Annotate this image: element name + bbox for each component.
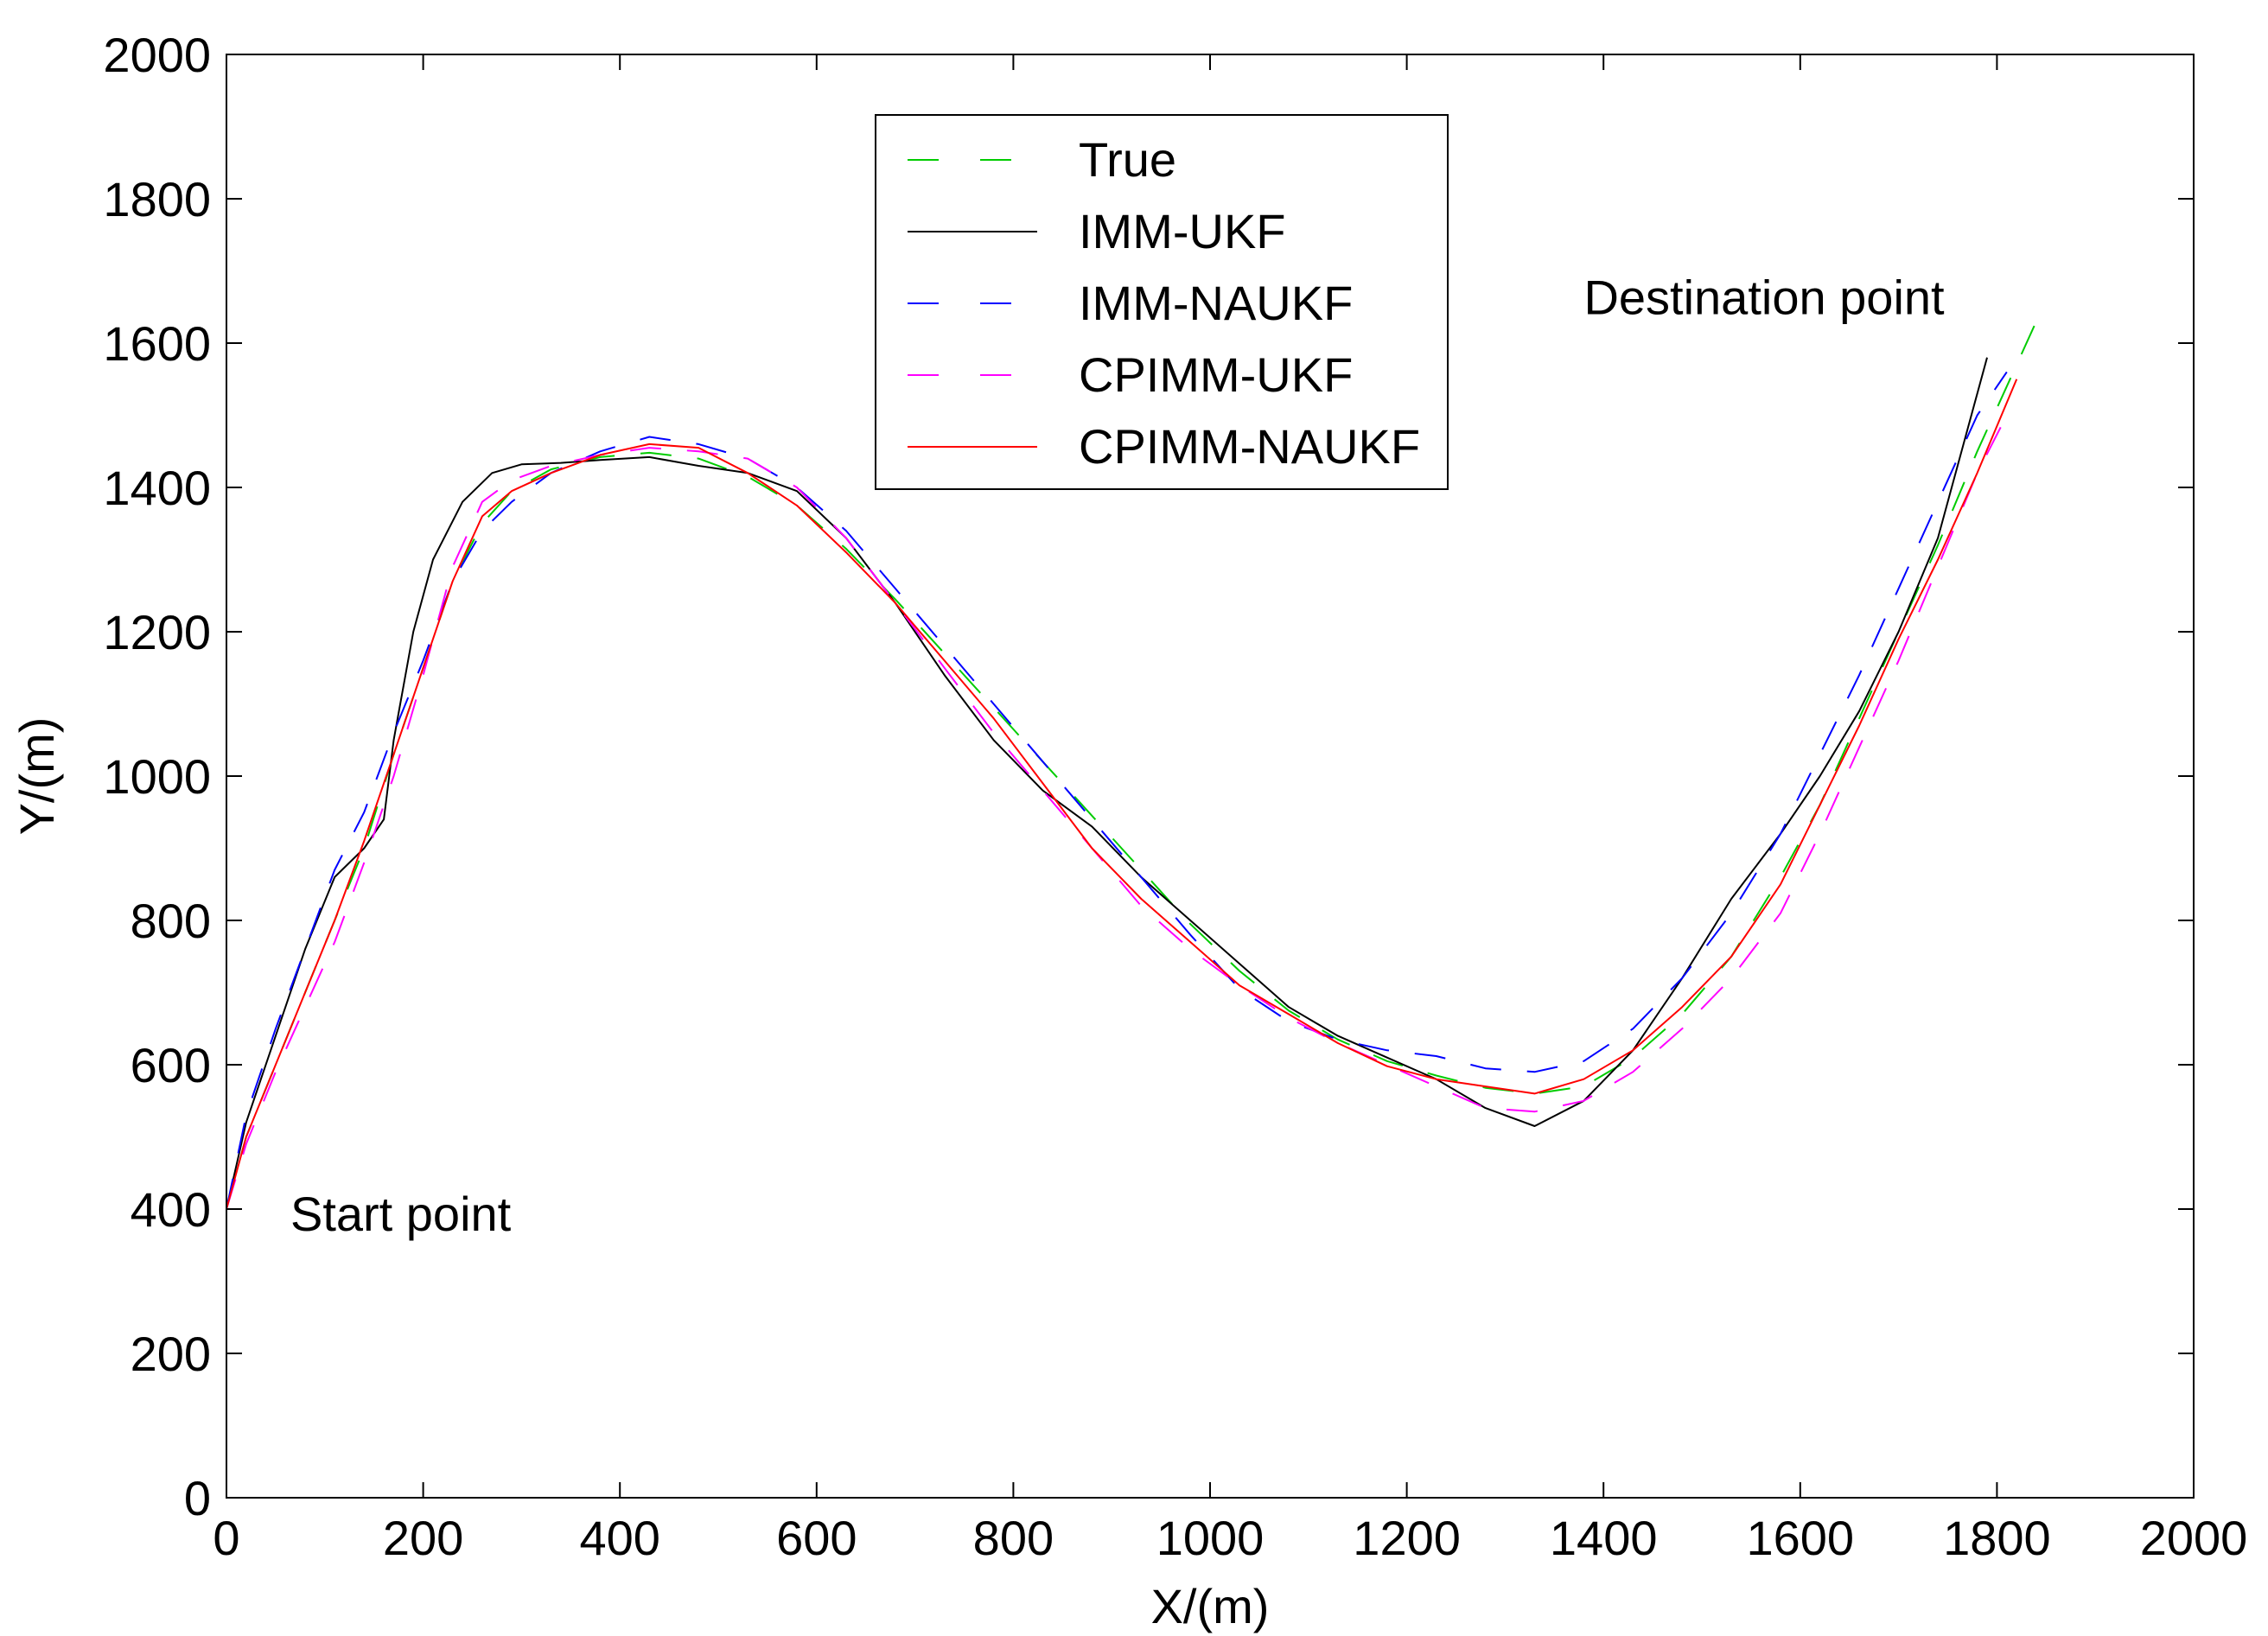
series-layer	[226, 321, 2037, 1210]
y-axis-ticks: 0 200 400 600 800 1000 1200 1400 1600 1800 2000	[103, 28, 2194, 1525]
legend-entry-cpimm-ukf: CPIMM-UKF	[908, 347, 1353, 402]
y-tick-label: 1800	[103, 172, 211, 226]
legend-label-cpimm-ukf: CPIMM-UKF	[1079, 347, 1353, 402]
annotations: Start point Destination point	[290, 271, 1945, 1241]
legend-label-true: True	[1079, 132, 1176, 187]
legend-box	[875, 114, 1449, 490]
x-tick-label: 600	[776, 1511, 857, 1565]
legend-entry-true: True	[908, 132, 1176, 187]
y-tick-label: 1200	[103, 605, 211, 659]
y-tick-label: 1400	[103, 461, 211, 515]
x-tick-label: 1600	[1747, 1511, 1855, 1565]
y-tick-label: 200	[131, 1327, 211, 1381]
y-tick-label: 600	[131, 1038, 211, 1092]
annotation-destination-point: Destination point	[1583, 271, 1945, 325]
x-tick-label: 200	[383, 1511, 463, 1565]
x-tick-label: 1400	[1550, 1511, 1658, 1565]
legend-entry-imm-ukf: IMM-UKF	[908, 204, 1286, 258]
y-axis-label: Y/(m)	[10, 717, 64, 836]
series-line-imm-ukf	[226, 357, 1988, 1210]
annotation-start-point: Start point	[290, 1187, 512, 1241]
x-tick-label: 1800	[1943, 1511, 2051, 1565]
legend-label-imm-naukf: IMM-NAUKF	[1079, 276, 1353, 330]
legend-entry-imm-naukf: IMM-NAUKF	[908, 276, 1353, 330]
y-tick-label: 800	[131, 894, 211, 948]
x-tick-label: 0	[213, 1511, 239, 1565]
y-tick-label: 0	[184, 1471, 211, 1525]
y-tick-label: 1600	[103, 316, 211, 371]
y-tick-label: 1000	[103, 749, 211, 804]
legend: True IMM-UKF IMM-NAUKF CPIMM-UKF CPIMM-N…	[875, 114, 1449, 490]
x-tick-label: 800	[973, 1511, 1054, 1565]
series-line-imm-naukf	[226, 371, 2008, 1210]
y-tick-label: 2000	[103, 28, 211, 82]
x-tick-label: 2000	[2140, 1511, 2248, 1565]
legend-label-imm-ukf: IMM-UKF	[1079, 204, 1286, 258]
x-tick-label: 1000	[1156, 1511, 1265, 1565]
x-tick-label: 400	[579, 1511, 659, 1565]
x-axis-label: X/(m)	[1151, 1579, 1270, 1633]
legend-entry-cpimm-naukf: CPIMM-NAUKF	[908, 419, 1420, 474]
x-tick-label: 1200	[1353, 1511, 1461, 1565]
legend-label-cpimm-naukf: CPIMM-NAUKF	[1079, 419, 1420, 474]
y-tick-label: 400	[131, 1182, 211, 1237]
series-line-cpimm-naukf	[226, 379, 2018, 1210]
x-axis-ticks: 0 200 400 600 800 1000 1200 1400 1600 1800 2000	[213, 54, 2247, 1565]
